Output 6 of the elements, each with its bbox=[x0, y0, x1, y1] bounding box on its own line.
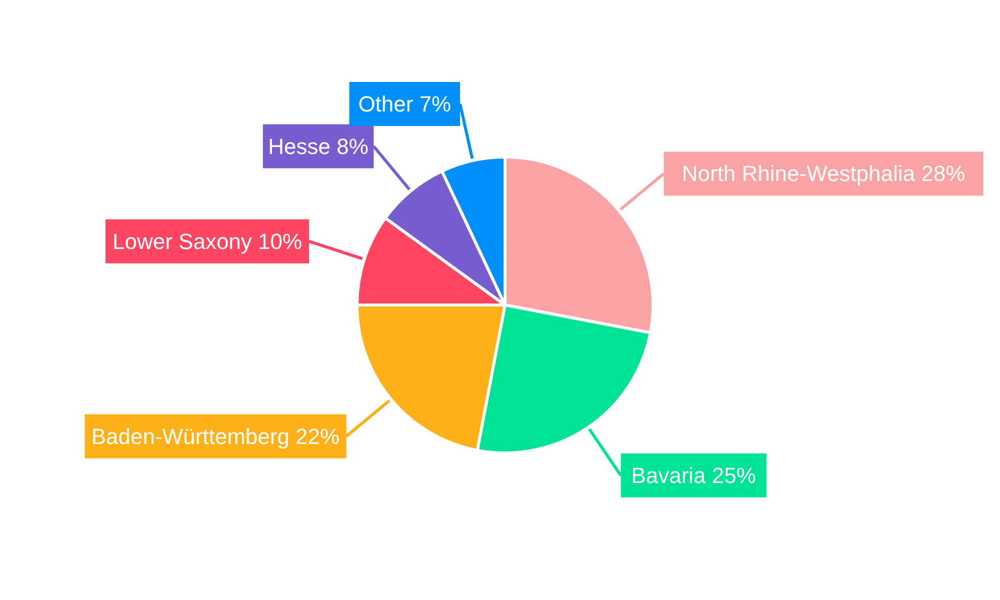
slice-label: Other 7% bbox=[358, 91, 452, 116]
slice-label: Baden-Württemberg 22% bbox=[91, 424, 340, 449]
slice-label: Bavaria 25% bbox=[631, 462, 756, 488]
slice-label: Hesse 8% bbox=[268, 134, 368, 159]
slice-label: North Rhine-Westphalia 28% bbox=[682, 161, 966, 186]
slice-label: Lower Saxony 10% bbox=[112, 228, 302, 254]
